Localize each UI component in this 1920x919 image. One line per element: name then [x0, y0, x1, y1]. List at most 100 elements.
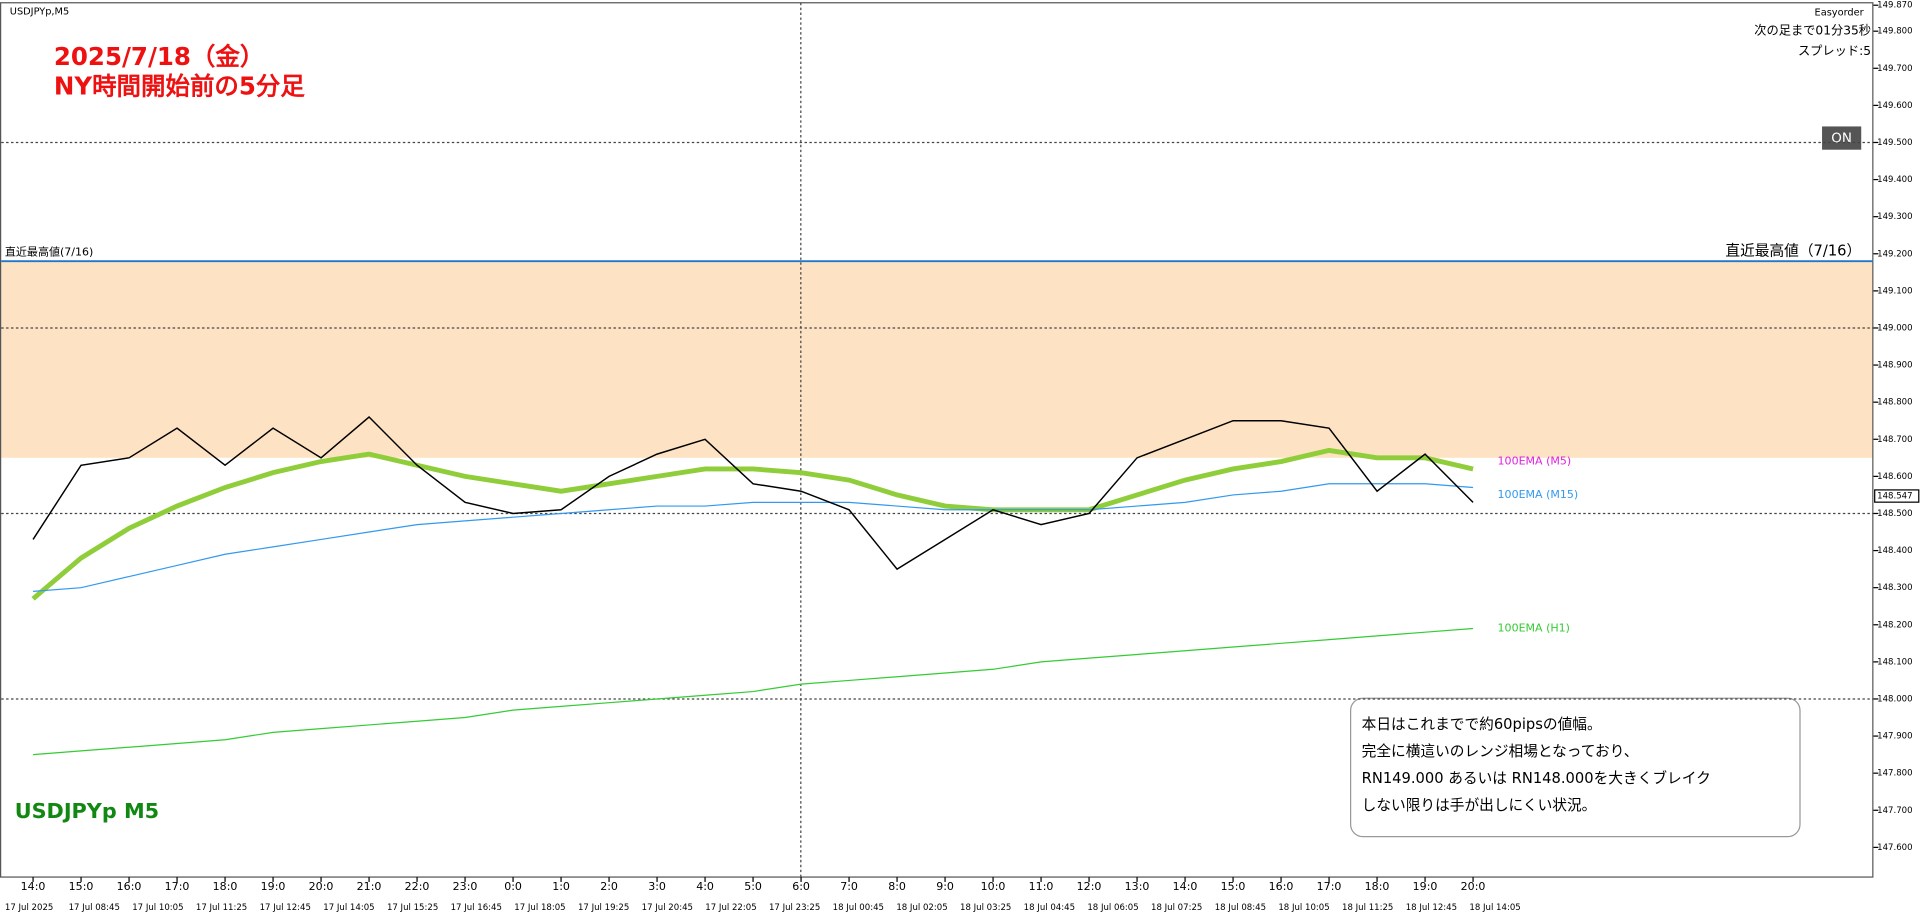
x-tick-label: 17:0: [1317, 880, 1342, 893]
y-tick-label: 148.700: [1877, 435, 1912, 445]
x-tick-label: 8:0: [888, 880, 906, 893]
date-label: 17 Jul 08:45: [69, 903, 120, 913]
chart-subtitle: NY時間開始前の5分足: [54, 71, 306, 100]
date-label: 18 Jul 03:25: [960, 903, 1011, 913]
date-label: 18 Jul 07:25: [1151, 903, 1202, 913]
price-axis: [1873, 0, 1920, 919]
ema-line: [31, 447, 1474, 601]
y-tick-label: 149.300: [1877, 212, 1912, 222]
x-tick-label: 18:0: [1365, 880, 1390, 893]
ema-label: 100EMA (M15): [1498, 488, 1579, 501]
y-tick-label: 149.000: [1877, 323, 1912, 333]
y-tick-label: 149.870: [1877, 1, 1912, 11]
x-tick-label: 5:0: [744, 880, 762, 893]
y-tick-label: 149.800: [1877, 27, 1912, 37]
date-label: 17 Jul 14:05: [323, 903, 374, 913]
x-tick-label: 14:0: [1173, 880, 1198, 893]
y-tick-label: 149.100: [1877, 286, 1912, 296]
date-label: 18 Jul 11:25: [1342, 903, 1393, 913]
y-tick-label: 148.100: [1877, 657, 1912, 667]
date-label: 17 Jul 16:45: [451, 903, 502, 913]
x-tick-label: 16:0: [117, 880, 142, 893]
x-tick-label: 19:0: [261, 880, 286, 893]
y-tick-label: 148.600: [1877, 472, 1912, 482]
x-tick-label: 9:0: [936, 880, 954, 893]
x-tick-label: 11:0: [1029, 880, 1054, 893]
ema-line: [33, 627, 1474, 756]
price-line: [32, 416, 1474, 571]
date-label: 18 Jul 06:05: [1087, 903, 1138, 913]
x-tick-label: 15:0: [69, 880, 94, 893]
annotation-line: しない限りは手が出しにくい状況。: [1362, 797, 1597, 814]
x-tick-label: 4:0: [696, 880, 714, 893]
y-tick-label: 148.500: [1877, 509, 1912, 519]
x-tick-label: 3:0: [648, 880, 666, 893]
countdown: 次の足まで01分35秒: [1754, 23, 1871, 37]
current-price-box: [1874, 489, 1920, 503]
plot-frame: [0, 2, 1874, 878]
annotation-box: [1350, 697, 1801, 838]
y-tick-label: 148.400: [1877, 546, 1912, 556]
x-tick-label: 20:0: [1461, 880, 1486, 893]
y-tick-label: 149.400: [1877, 175, 1912, 185]
symbol-label: USDJPYp M5: [15, 799, 159, 823]
x-tick-label: 16:0: [1269, 880, 1294, 893]
date-label: 17 Jul 23:25: [769, 903, 820, 913]
y-tick-label: 148.300: [1877, 583, 1912, 593]
x-tick-label: 20:0: [309, 880, 334, 893]
y-tick-label: 148.800: [1877, 398, 1912, 408]
toggle-button[interactable]: [1822, 126, 1862, 150]
date-label: 18 Jul 10:05: [1278, 903, 1329, 913]
x-tick-label: 7:0: [840, 880, 858, 893]
annotation-line: 完全に横這いのレンジ相場となっており、: [1362, 742, 1639, 760]
x-tick-label: 13:0: [1125, 880, 1150, 893]
recent-high-label: 直近最高値(7/16): [5, 245, 93, 259]
x-tick-label: 21:0: [357, 880, 382, 893]
x-tick-label: 12:0: [1077, 880, 1102, 893]
y-tick-label: 147.800: [1877, 769, 1912, 779]
date-label: 17 Jul 15:25: [387, 903, 438, 913]
date-label: 17 Jul 10:05: [132, 903, 183, 913]
y-tick-label: 148.000: [1877, 694, 1912, 704]
date-label: 17 Jul 12:45: [260, 903, 311, 913]
date-label: 18 Jul 00:45: [833, 903, 884, 913]
x-tick-label: 0:0: [504, 880, 522, 893]
date-label: 17 Jul 11:25: [196, 903, 247, 913]
toggle-label[interactable]: ON: [1831, 132, 1852, 147]
time-axis: [0, 878, 1874, 919]
x-tick-label: 22:0: [405, 880, 430, 893]
resistance-zone: [1, 261, 1874, 458]
y-tick-label: 147.700: [1877, 806, 1912, 816]
y-tick-label: 148.900: [1877, 361, 1912, 371]
date-label: 18 Jul 02:05: [896, 903, 947, 913]
window-title: USDJPYp,M5: [10, 6, 69, 17]
x-tick-label: 15:0: [1221, 880, 1246, 893]
y-tick-label: 147.600: [1877, 843, 1912, 853]
x-tick-label: 17:0: [165, 880, 190, 893]
date-label: 18 Jul 04:45: [1024, 903, 1075, 913]
date-label: 17 Jul 22:05: [705, 903, 756, 913]
y-tick-label: 149.200: [1877, 249, 1912, 259]
y-tick-label: 149.700: [1877, 64, 1912, 74]
date-label: 17 Jul 18:05: [514, 903, 565, 913]
x-tick-label: 14:0: [21, 880, 46, 893]
recent-high-label: 直近最高値（7/16）: [1725, 242, 1861, 259]
x-tick-label: 2:0: [600, 880, 618, 893]
ema-line: [33, 483, 1474, 592]
y-tick-label: 149.600: [1877, 101, 1912, 111]
annotation-line: 本日はこれまでで約60pipsの値幅。: [1362, 716, 1602, 733]
x-tick-label: 6:0: [792, 880, 810, 893]
date-label: 17 Jul 19:25: [578, 903, 629, 913]
date-label: 17 Jul 20:45: [642, 903, 693, 913]
date-label: 17 Jul 2025: [5, 903, 53, 913]
chart-title: 2025/7/18（金）: [54, 42, 264, 71]
x-tick-label: 1:0: [552, 880, 570, 893]
plugin-label: Easyorder: [1815, 8, 1865, 19]
y-tick-label: 148.200: [1877, 620, 1912, 630]
y-tick-label: 149.500: [1877, 138, 1912, 148]
x-tick-label: 10:0: [981, 880, 1006, 893]
ema-label: 100EMA (M5): [1498, 455, 1572, 468]
date-label: 18 Jul 12:45: [1406, 903, 1457, 913]
y-tick-label: 147.900: [1877, 732, 1912, 742]
